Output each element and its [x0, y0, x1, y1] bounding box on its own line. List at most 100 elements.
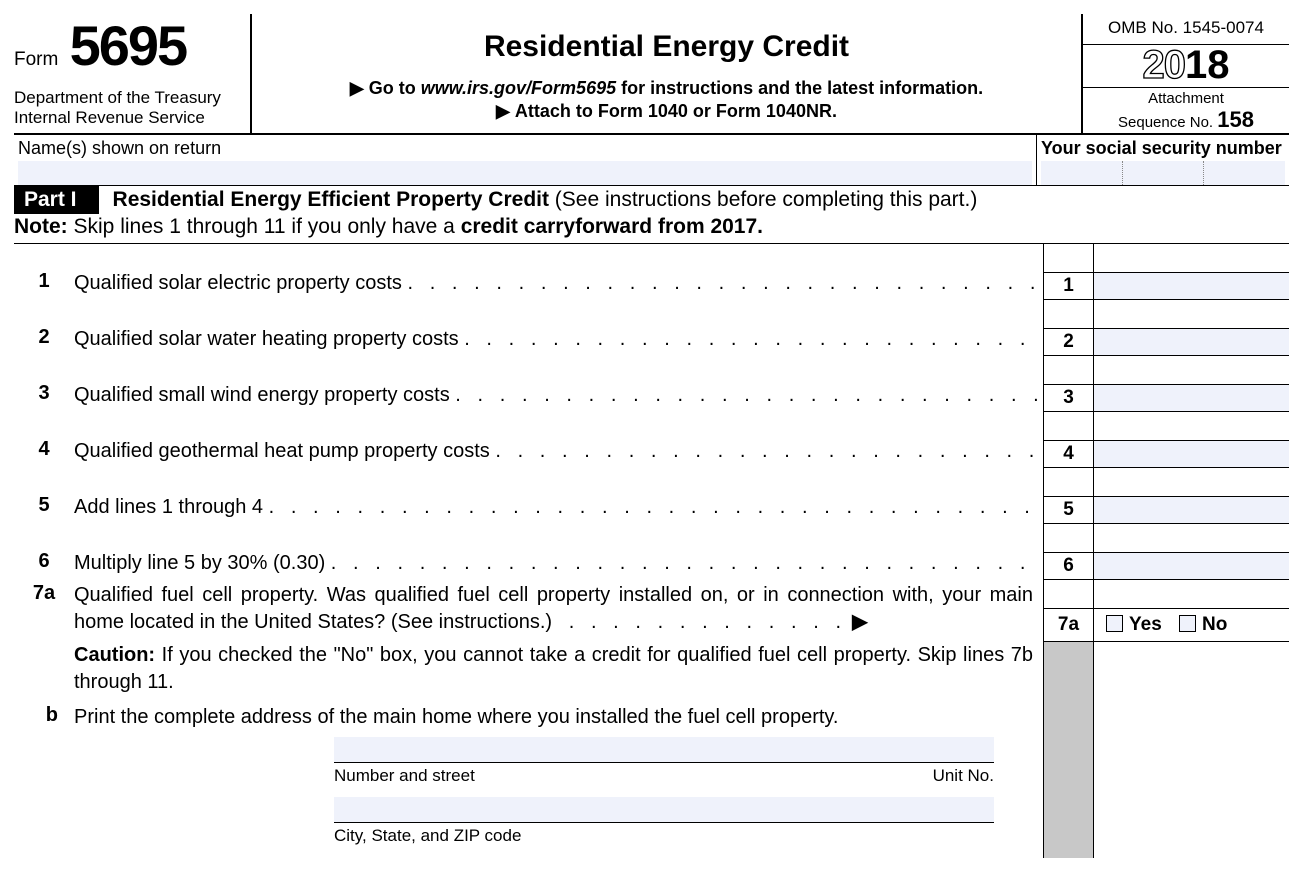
header-left: Form 5695 Department of the Treasury Int… — [14, 14, 252, 133]
line-4-amount[interactable] — [1094, 440, 1289, 468]
goto-pre: Go to — [369, 78, 421, 98]
line-1-boxnum-col: 1 — [1043, 244, 1093, 300]
arrow-icon: ▶ — [496, 101, 515, 121]
line-7a-text: Qualified fuel cell property. Was qualif… — [74, 580, 1043, 642]
line-7a-boxnum-col: 7a — [1043, 580, 1093, 642]
year-yy: 18 — [1185, 43, 1230, 87]
line-6-text: Multiply line 5 by 30% (0.30) — [74, 524, 1043, 580]
line-2-num: 2 — [14, 300, 74, 356]
omb-number: OMB No. 1545-0074 — [1083, 14, 1289, 45]
line-3-text: Qualified small wind energy property cos… — [74, 356, 1043, 412]
name-label: Name(s) shown on return — [18, 138, 221, 158]
attach-label-2: Sequence No. — [1118, 114, 1217, 131]
attach-text: Attach to Form 1040 or Form 1040NR. — [515, 101, 837, 121]
goto-line: ▶ Go to www.irs.gov/Form5695 for instruc… — [256, 78, 1077, 99]
line-2-boxnum: 2 — [1044, 328, 1093, 356]
part-bar: Part I Residential Energy Efficient Prop… — [14, 186, 1289, 214]
line-7-lower: b Caution: If you checked the "No" box, … — [14, 642, 1289, 859]
street-labels: Number and street Unit No. — [334, 763, 994, 798]
line-2: 2 Qualified solar water heating property… — [14, 300, 1289, 356]
street-input[interactable] — [334, 737, 994, 763]
line-6-boxnum: 6 — [1044, 552, 1093, 580]
line-5: 5 Add lines 1 through 4 5 — [14, 468, 1289, 524]
line-6-num: 6 — [14, 524, 74, 580]
line-7a-yesno-col: Yes No — [1093, 580, 1289, 642]
number-street-label: Number and street — [334, 765, 475, 788]
part-title-bold: Residential Energy Efficient Property Cr… — [113, 188, 549, 211]
caution-bold: Caution: — [74, 644, 155, 666]
grey-col-b — [1093, 642, 1289, 859]
dept-line-2: Internal Revenue Service — [14, 108, 244, 128]
line-1-num: 1 — [14, 244, 74, 300]
line-1-amount-col — [1093, 244, 1289, 300]
name-ssn-row: Name(s) shown on return Your social secu… — [14, 135, 1289, 186]
form-word: Form — [14, 49, 58, 71]
line-1: 1 Qualified solar electric property cost… — [14, 244, 1289, 300]
part-title-rest: (See instructions before completing this… — [549, 188, 977, 211]
line-7b-num: b — [14, 642, 74, 859]
line-4-text: Qualified geothermal heat pump property … — [74, 412, 1043, 468]
line-5-amount[interactable] — [1094, 496, 1289, 524]
caution-text: Caution: If you checked the "No" box, yo… — [74, 642, 1033, 696]
line-1-boxnum: 1 — [1044, 272, 1093, 300]
yes-checkbox[interactable] — [1106, 615, 1123, 632]
ssn-box: Your social security number — [1037, 135, 1289, 185]
unit-no-label: Unit No. — [933, 765, 994, 788]
ssn-label: Your social security number — [1041, 138, 1282, 158]
line-6: 6 Multiply line 5 by 30% (0.30) 6 — [14, 524, 1289, 580]
line-7a-num: 7a — [14, 580, 74, 642]
line-5-text: Add lines 1 through 4 — [74, 468, 1043, 524]
form-header: Form 5695 Department of the Treasury Int… — [14, 14, 1289, 135]
name-box: Name(s) shown on return — [14, 135, 1037, 185]
city-state-zip-label: City, State, and ZIP code — [334, 825, 521, 848]
header-middle: Residential Energy Credit ▶ Go to www.ir… — [252, 14, 1083, 133]
header-right: OMB No. 1545-0074 2018 Attachment Sequen… — [1083, 14, 1289, 133]
line-6-amount[interactable] — [1094, 552, 1289, 580]
seq-number: 158 — [1217, 107, 1254, 132]
address-block: Number and street Unit No. City, State, … — [334, 737, 994, 859]
note-bold: Note: — [14, 215, 68, 238]
form-5695: Form 5695 Department of the Treasury Int… — [14, 14, 1289, 858]
goto-post: for instructions and the latest informat… — [616, 78, 983, 98]
form-number: 5695 — [70, 18, 187, 74]
form-title: Residential Energy Credit — [256, 30, 1077, 64]
line-4-num: 4 — [14, 412, 74, 468]
line-5-num: 5 — [14, 468, 74, 524]
city-input[interactable] — [334, 797, 994, 823]
attach-label-1: Attachment — [1148, 90, 1224, 107]
line-4-boxnum: 4 — [1044, 440, 1093, 468]
line-7-lower-text: Caution: If you checked the "No" box, yo… — [74, 642, 1043, 859]
line-7b-text: Print the complete address of the main h… — [74, 704, 1033, 731]
name-input[interactable] — [18, 161, 1032, 185]
line-5-boxnum: 5 — [1044, 496, 1093, 524]
note-text: Skip lines 1 through 11 if you only have… — [68, 215, 461, 238]
grey-col-a — [1043, 642, 1093, 859]
part-label: Part I — [14, 186, 99, 214]
yes-label: Yes — [1129, 614, 1162, 635]
tax-year: 2018 — [1083, 45, 1289, 88]
department-block: Department of the Treasury Internal Reve… — [14, 88, 244, 127]
arrow-icon: ▶ — [350, 78, 369, 98]
line-4: 4 Qualified geothermal heat pump propert… — [14, 412, 1289, 468]
line-3-amount[interactable] — [1094, 384, 1289, 412]
line-3-boxnum: 3 — [1044, 384, 1093, 412]
ssn-input[interactable] — [1041, 161, 1285, 185]
line-7a-boxnum: 7a — [1044, 608, 1093, 642]
line-1-text: Qualified solar electric property costs — [74, 244, 1043, 300]
line-3: 3 Qualified small wind energy property c… — [14, 356, 1289, 412]
goto-url: www.irs.gov/Form5695 — [421, 78, 616, 98]
line-2-text: Qualified solar water heating property c… — [74, 300, 1043, 356]
attach-line: ▶ Attach to Form 1040 or Form 1040NR. — [256, 101, 1077, 122]
note-bold2: credit carryforward from 2017. — [461, 215, 763, 238]
note-line: Note: Skip lines 1 through 11 if you onl… — [14, 214, 1289, 244]
line-2-amount[interactable] — [1094, 328, 1289, 356]
no-checkbox[interactable] — [1179, 615, 1196, 632]
no-label: No — [1202, 614, 1227, 635]
arrow-icon: ▶ — [852, 611, 867, 633]
line-3-num: 3 — [14, 356, 74, 412]
year-century: 20 — [1143, 43, 1186, 87]
dept-line-1: Department of the Treasury — [14, 88, 244, 108]
city-label-row: City, State, and ZIP code — [334, 823, 994, 858]
part-title: Residential Energy Efficient Property Cr… — [113, 188, 978, 212]
line-1-amount[interactable] — [1094, 272, 1289, 300]
